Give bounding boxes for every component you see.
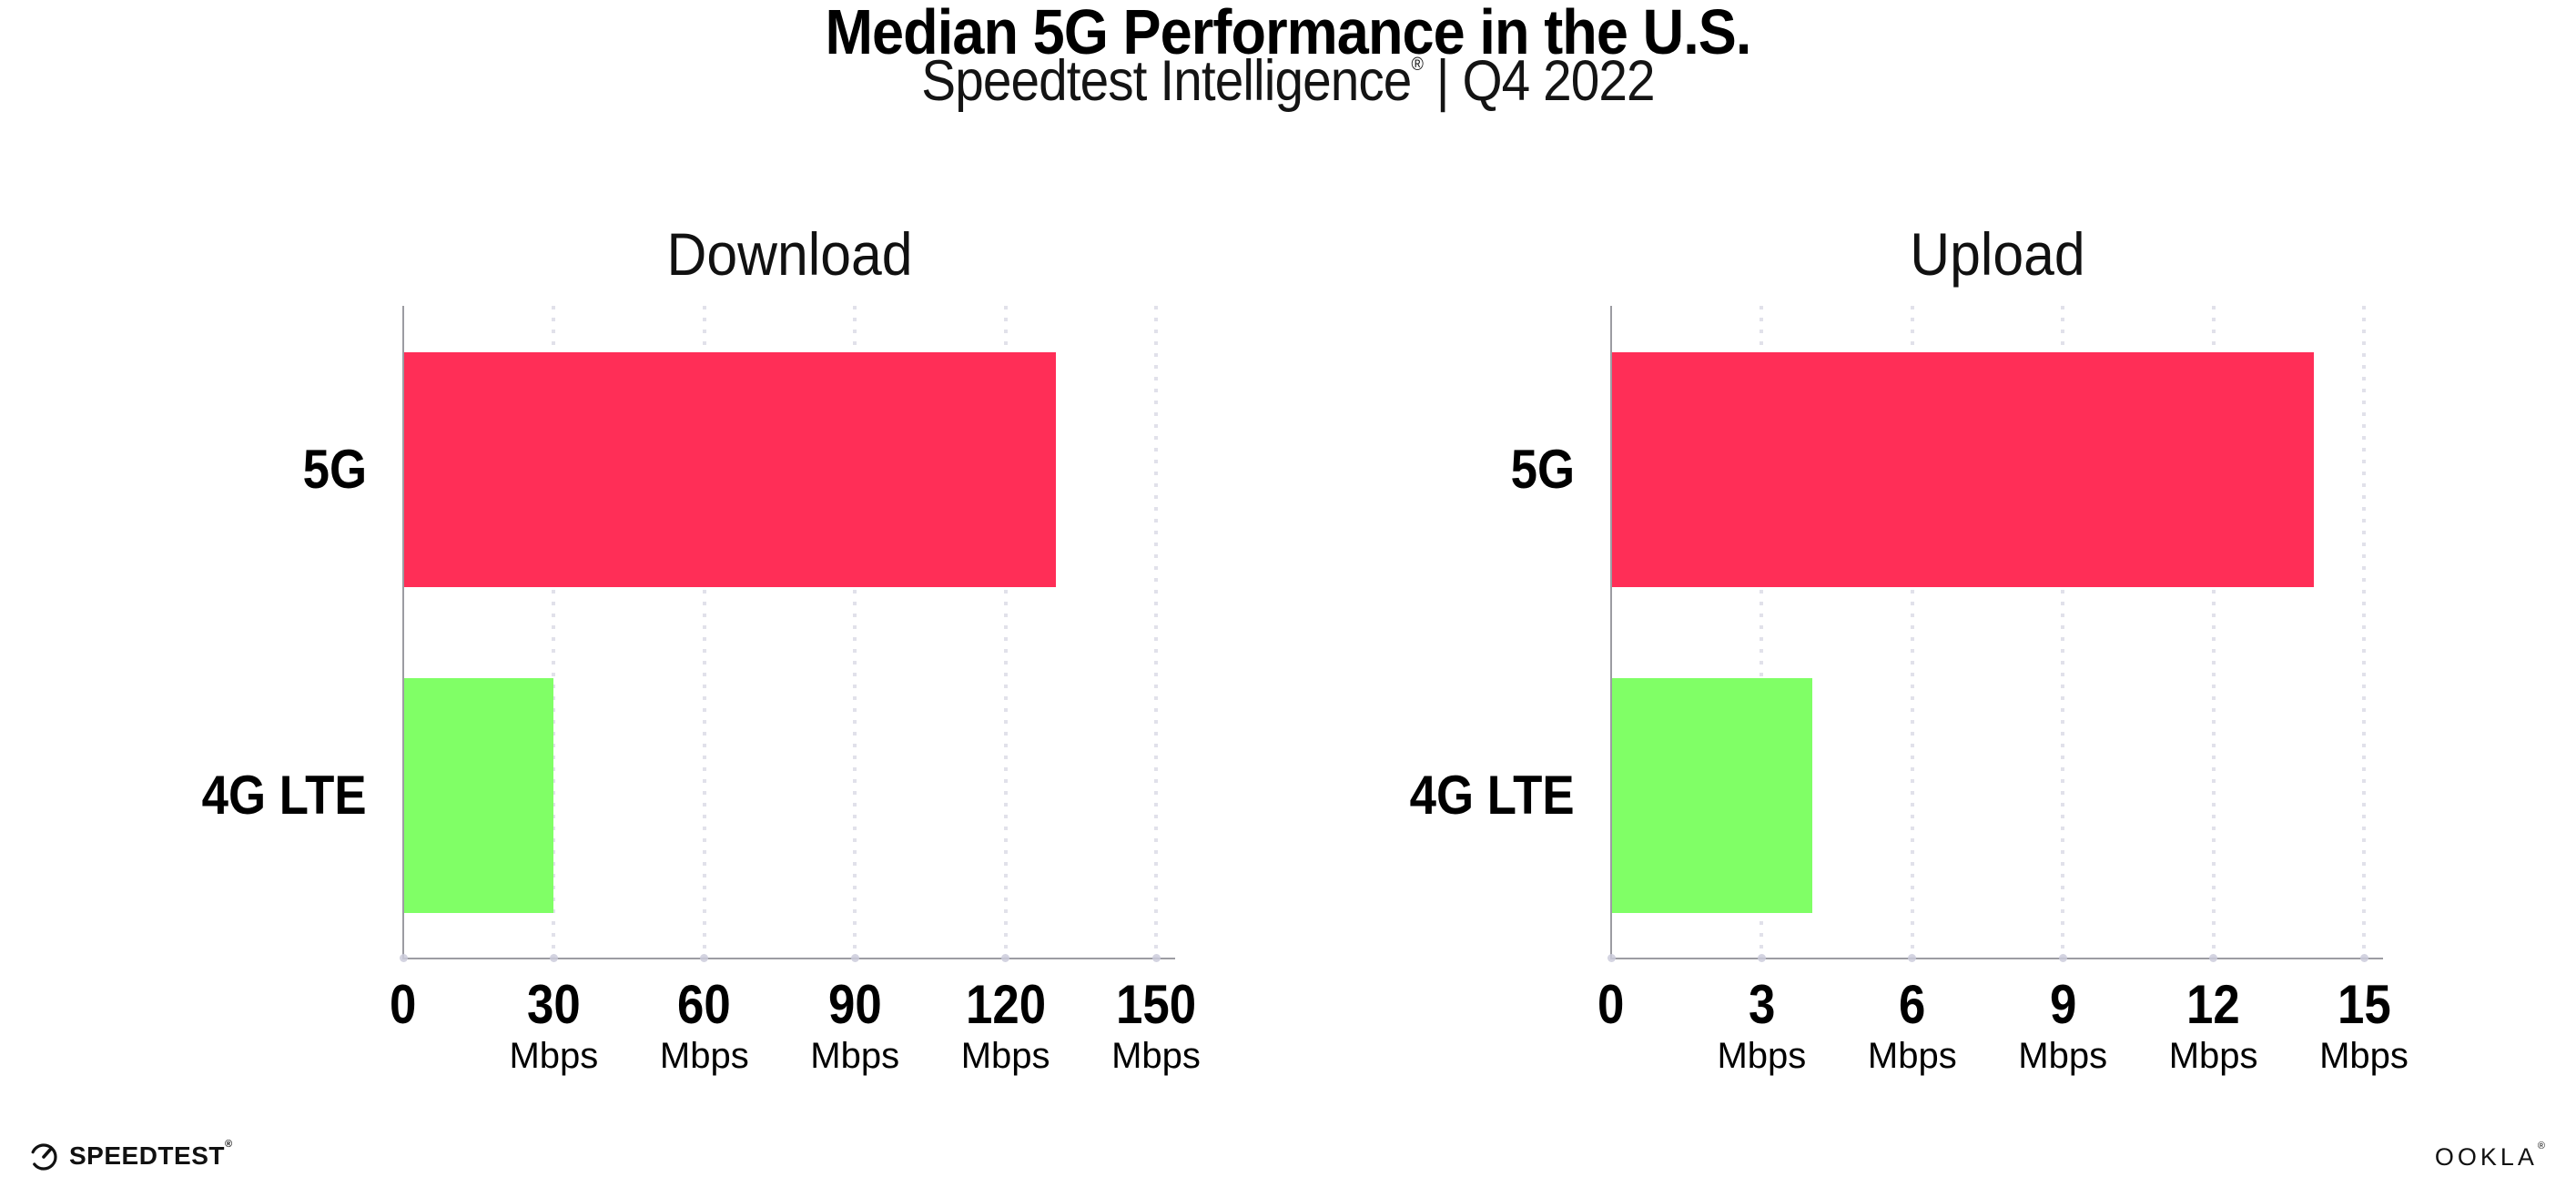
gridline-150-mbps xyxy=(1154,306,1158,958)
gridline-9-mbps xyxy=(2061,306,2065,958)
axis-tick-dot xyxy=(2058,954,2067,962)
x-tick-unit: Mbps xyxy=(509,1036,599,1076)
gridline-3-mbps xyxy=(1760,306,1764,958)
gridline-6-mbps xyxy=(1910,306,1914,958)
category-label-5g: 5G xyxy=(302,439,367,500)
x-tick-unit: Mbps xyxy=(2319,1036,2409,1076)
upload-plot-area: 5G 4G LTE 0 3 Mbps 6 Mbps 9 Mbps 12 Mbps 15 Mbps xyxy=(1410,306,2409,1074)
ookla-registered-mark: ® xyxy=(2537,1141,2549,1151)
axis-tick-dot xyxy=(399,954,408,962)
x-tick-unit: Mbps xyxy=(1867,1036,1957,1076)
registered-mark: ® xyxy=(1411,55,1423,76)
gridline-15-mbps xyxy=(2362,306,2366,958)
x-tick-unit: Mbps xyxy=(1717,1036,1807,1076)
x-tick-unit: Mbps xyxy=(960,1036,1050,1076)
x-tick-3-mbps: 3 Mbps xyxy=(1670,974,1852,1076)
category-label-4g-lte: 4G LTE xyxy=(1410,765,1575,826)
category-label-5g: 5G xyxy=(1510,439,1575,500)
gridline-60-mbps xyxy=(702,306,706,958)
axis-tick-dot xyxy=(700,954,709,962)
x-tick-value: 9 xyxy=(2049,974,2076,1035)
x-tick-value: 120 xyxy=(965,974,1046,1035)
upload-chart: Upload 5G 4G LTE 0 3 Mbps 6 Mbps 9 Mbps 12 Mbps 15 M… xyxy=(1410,0,2409,1197)
download-chart-title: Download xyxy=(666,220,913,288)
x-tick-value: 6 xyxy=(1899,974,1926,1035)
speedtest-label: SPEEDTEST xyxy=(69,1141,225,1170)
x-tick-9-mbps: 9 Mbps xyxy=(1972,974,2154,1076)
axis-tick-dot xyxy=(1607,954,1616,962)
axis-tick-dot xyxy=(1151,954,1161,962)
axis-tick-dot xyxy=(549,954,558,962)
axis-tick-dot xyxy=(1001,954,1010,962)
x-tick-60-mbps: 60 Mbps xyxy=(614,974,796,1076)
x-tick-unit: Mbps xyxy=(659,1036,749,1076)
x-tick-30-mbps: 30 Mbps xyxy=(462,974,644,1076)
axis-tick-dot xyxy=(1908,954,1917,962)
x-axis-line xyxy=(402,958,1175,959)
x-tick-150-mbps: 150 Mbps xyxy=(1065,974,1247,1076)
gridline-12-mbps xyxy=(2211,306,2216,958)
subtitle-product: Speedtest Intelligence xyxy=(921,49,1412,113)
x-tick-12-mbps: 12 Mbps xyxy=(2123,974,2305,1076)
speedtest-logo: SPEEDTEST® xyxy=(27,1140,233,1172)
x-tick-0: 0 xyxy=(312,978,494,1032)
speedtest-wordmark: SPEEDTEST® xyxy=(69,1140,233,1170)
x-tick-value: 15 xyxy=(2337,974,2391,1035)
speedometer-icon xyxy=(27,1140,60,1172)
x-tick-value: 30 xyxy=(527,974,581,1035)
ookla-label: OOKLA xyxy=(2434,1143,2538,1171)
bar-4g-lte-download xyxy=(403,678,554,913)
speedtest-registered-mark: ® xyxy=(224,1139,233,1150)
y-axis-line xyxy=(1610,306,1612,958)
axis-tick-dot xyxy=(2359,954,2368,962)
x-tick-value: 0 xyxy=(1597,974,1625,1035)
x-tick-value: 60 xyxy=(677,974,732,1035)
gridline-90-mbps xyxy=(853,306,857,958)
upload-chart-title: Upload xyxy=(1910,220,2085,288)
x-tick-value: 0 xyxy=(390,974,417,1035)
gridline-120-mbps xyxy=(1003,306,1008,958)
x-tick-value: 3 xyxy=(1748,974,1776,1035)
ookla-logo: OOKLA® xyxy=(2434,1141,2549,1171)
x-tick-6-mbps: 6 Mbps xyxy=(1821,974,2003,1076)
x-tick-unit: Mbps xyxy=(810,1036,900,1076)
bar-4g-lte-upload xyxy=(1611,678,1812,913)
download-chart: Download 5G 4G LTE 0 30 Mbps 60 Mbps 90 Mbps 120 M… xyxy=(202,0,1201,1197)
x-tick-unit: Mbps xyxy=(2168,1036,2258,1076)
category-label-4g-lte: 4G LTE xyxy=(202,765,367,826)
main-title: Median 5G Performance in the U.S. xyxy=(825,0,1751,67)
bar-5g-download xyxy=(403,352,1056,587)
x-tick-90-mbps: 90 Mbps xyxy=(764,974,946,1076)
download-plot-area: 5G 4G LTE 0 30 Mbps 60 Mbps 90 Mbps 120 Mbps 150 Mbp… xyxy=(202,306,1201,1074)
x-tick-unit: Mbps xyxy=(2018,1036,2108,1076)
x-tick-value: 90 xyxy=(827,974,882,1035)
x-tick-unit: Mbps xyxy=(1111,1036,1201,1076)
axis-tick-dot xyxy=(850,954,859,962)
subtitle: Speedtest Intelligence® | Q4 2022 xyxy=(129,53,2448,110)
x-tick-15-mbps: 15 Mbps xyxy=(2273,974,2455,1076)
bar-5g-upload xyxy=(1611,352,2314,587)
y-axis-line xyxy=(402,306,404,958)
x-axis-line xyxy=(1610,958,2383,959)
x-tick-value: 150 xyxy=(1115,974,1197,1035)
x-tick-120-mbps: 120 Mbps xyxy=(915,974,1097,1076)
axis-tick-dot xyxy=(2209,954,2218,962)
gridline-30-mbps xyxy=(552,306,556,958)
axis-tick-dot xyxy=(1757,954,1766,962)
x-tick-value: 12 xyxy=(2186,974,2240,1035)
x-tick-0: 0 xyxy=(1520,978,1702,1032)
subtitle-period: | Q4 2022 xyxy=(1422,49,1656,113)
